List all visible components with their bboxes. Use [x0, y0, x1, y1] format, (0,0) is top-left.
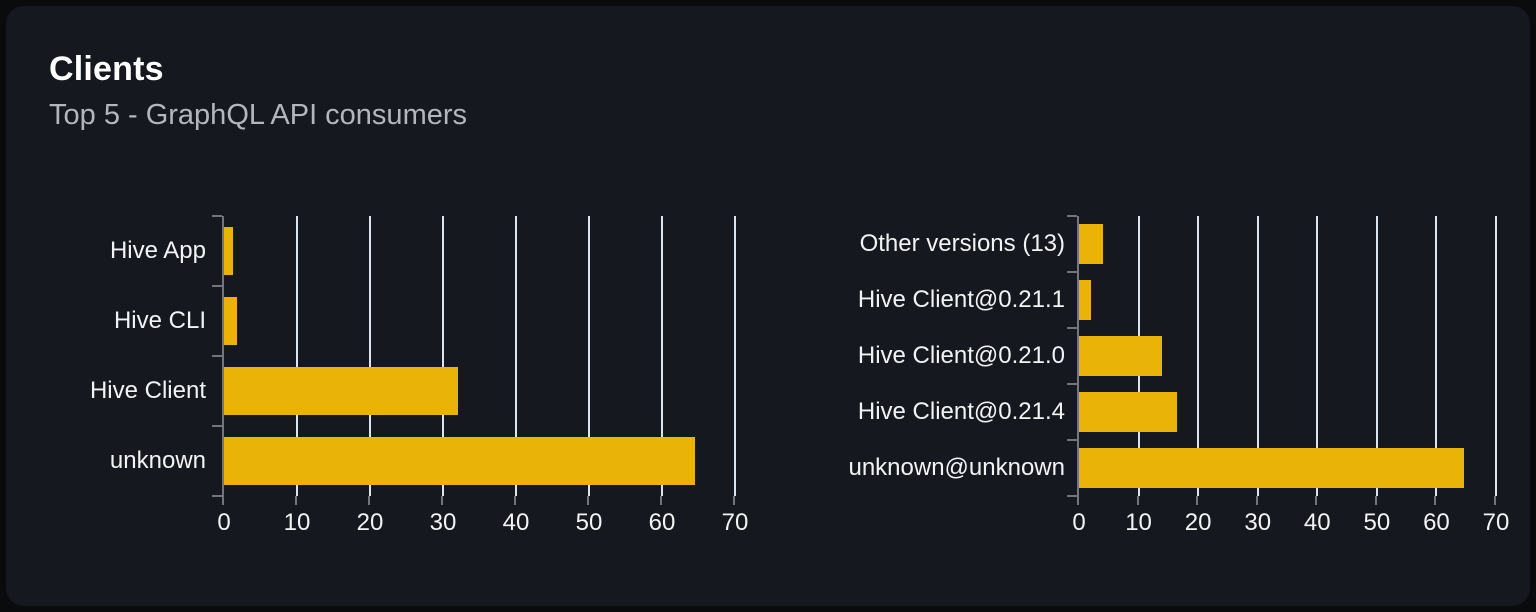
x-tick-label: 0 [217, 509, 231, 536]
y-axis-tick [1067, 495, 1077, 497]
category-label-hive-cli: Hive CLI [113, 307, 206, 334]
y-axis-tick [212, 355, 222, 357]
x-axis-tick [587, 496, 589, 505]
x-tick-label: 50 [1363, 509, 1391, 536]
x-axis-tick [1136, 496, 1139, 505]
y-axis-tick [212, 215, 222, 217]
category-label-unknown-unknown: unknown@unknown [848, 454, 1065, 481]
gridline-x-50 [588, 216, 590, 496]
x-tick-label: 50 [575, 509, 603, 536]
x-tick-label: 30 [429, 509, 457, 536]
gridline-x-20 [369, 216, 371, 496]
category-label-hive-client: Hive Client [89, 377, 206, 404]
category-label-hive-client-0-21-4: Hive Client@0.21.4 [857, 398, 1065, 425]
y-axis-tick [212, 495, 222, 497]
bar-hive-client[interactable] [224, 367, 458, 415]
y-axis-line [1077, 216, 1079, 505]
x-tick-label: 40 [1303, 509, 1331, 536]
y-axis-tick [1067, 327, 1077, 329]
gridline-x-70 [734, 216, 736, 496]
bar-hive-app[interactable] [224, 227, 233, 275]
page-subtitle: Top 5 - GraphQL API consumers [49, 99, 468, 131]
x-tick-label: 60 [1423, 509, 1450, 536]
x-axis-tick [441, 496, 443, 505]
bar-hive-client-0-21-4[interactable] [1079, 392, 1178, 432]
gridline-x-40 [1316, 216, 1319, 496]
x-axis-tick [1255, 496, 1258, 505]
category-label-hive-client-0-21-1: Hive Client@0.21.1 [857, 286, 1065, 313]
x-axis-tick [1077, 496, 1079, 505]
gridline-x-70 [1495, 216, 1497, 496]
charts-container: 0 10 20 30 40 50 60 70 Hive App Hive CLI Hive Clie… [6, 6, 1530, 606]
category-label-other-versions-13: Other versions (13) [859, 230, 1065, 257]
y-axis-tick [1067, 439, 1077, 441]
x-tick-label: 0 [1072, 509, 1086, 536]
bar-unknown[interactable] [224, 437, 695, 485]
x-tick-label: 10 [283, 509, 311, 536]
x-axis-tick [222, 496, 224, 505]
x-tick-label: 70 [1482, 509, 1510, 536]
gridline-x-20 [1197, 216, 1200, 496]
category-label-hive-client-0-21-0: Hive Client@0.21.0 [857, 342, 1065, 369]
gridline-x-30 [442, 216, 444, 496]
y-axis-tick [1067, 271, 1077, 273]
y-axis-tick [1067, 215, 1077, 217]
x-axis-tick [1434, 496, 1437, 505]
x-axis-tick [295, 496, 297, 505]
x-axis-tick [1374, 496, 1377, 505]
x-tick-label: 40 [502, 509, 530, 536]
gridline-x-10 [296, 216, 298, 496]
page-title: Clients [49, 50, 164, 88]
y-axis-tick [1067, 383, 1077, 385]
x-tick-label: 60 [648, 509, 676, 536]
x-axis-tick [1494, 496, 1496, 505]
x-tick-label: 20 [356, 509, 384, 536]
y-axis-tick [212, 425, 222, 427]
x-axis-tick [368, 496, 370, 505]
x-axis-tick [1315, 496, 1318, 505]
bar-hive-cli[interactable] [224, 297, 238, 345]
x-tick-label: 70 [721, 509, 749, 536]
bar-hive-client-0-21-0[interactable] [1079, 336, 1163, 376]
x-tick-label: 30 [1244, 509, 1272, 536]
bar-unknown-unknown[interactable] [1079, 448, 1464, 488]
category-label-unknown: unknown [109, 447, 206, 474]
gridline-x-30 [1256, 216, 1259, 496]
bar-other-versions-13[interactable] [1079, 224, 1103, 264]
y-axis-tick [212, 285, 222, 287]
x-axis-tick [514, 496, 516, 505]
gridline-x-40 [515, 216, 517, 496]
gridline-x-50 [1375, 216, 1378, 496]
gridline-x-60 [661, 216, 663, 496]
gridline-x-60 [1435, 216, 1438, 496]
x-axis-tick [660, 496, 662, 505]
x-axis-tick [733, 496, 735, 505]
bar-hive-client-0-21-1[interactable] [1079, 280, 1091, 320]
clients-card: Clients Top 5 - GraphQL API consumers 0 1… [6, 6, 1530, 606]
x-tick-label: 20 [1184, 509, 1212, 536]
category-label-hive-app: Hive App [109, 237, 206, 264]
x-tick-label: 10 [1125, 509, 1152, 536]
x-axis-tick [1196, 496, 1199, 505]
y-axis-line [222, 216, 224, 505]
